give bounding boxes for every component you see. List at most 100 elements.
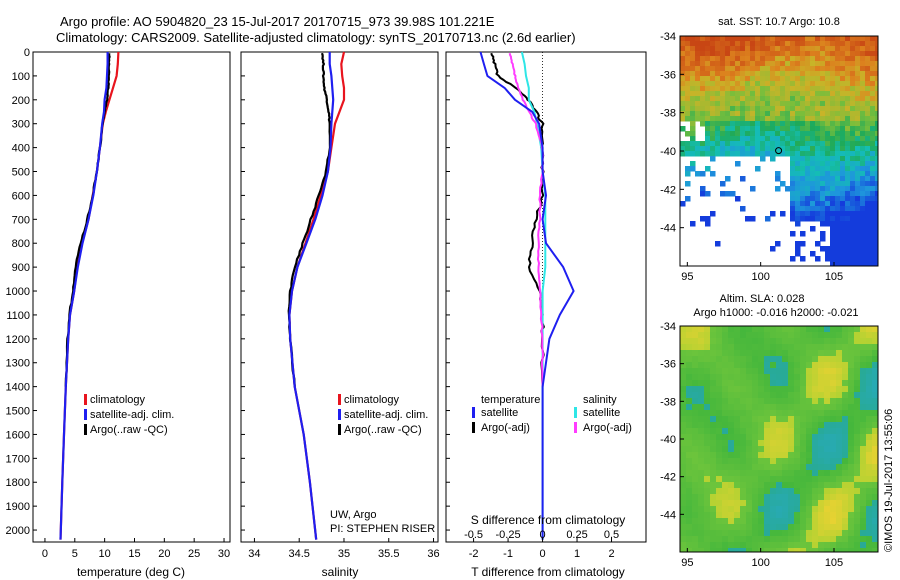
sla-cell <box>722 512 729 519</box>
sla-cell <box>776 476 783 483</box>
sst-cell <box>845 226 851 232</box>
y-tick-label: 700 <box>12 214 30 226</box>
sst-cell <box>810 196 816 202</box>
sla-cell <box>842 338 849 345</box>
sst-cell <box>810 206 816 212</box>
sst-cell <box>780 116 786 122</box>
sla-cell <box>788 350 795 357</box>
sst-cell <box>735 86 741 92</box>
sst-cell <box>775 171 781 177</box>
sst-cell <box>745 151 751 157</box>
sst-cell <box>680 71 686 77</box>
sla-cell <box>734 410 741 417</box>
sst-cell <box>825 36 831 42</box>
sst-cell <box>750 116 756 122</box>
sst-cell <box>825 211 831 217</box>
sla-cell <box>800 380 807 387</box>
sst-cell <box>860 206 866 212</box>
sla-cell <box>728 548 735 552</box>
sla-cell <box>872 386 878 393</box>
sla-cell <box>716 542 723 549</box>
sst-cell <box>800 256 806 262</box>
sla-cell <box>764 428 771 435</box>
sst-cell <box>705 141 711 147</box>
sst-cell <box>720 141 726 147</box>
sst-cell <box>735 36 741 42</box>
sst-cell <box>855 131 861 137</box>
difference-xlabel: T difference from climatology <box>471 565 625 579</box>
sst-cell <box>795 76 801 82</box>
sst-cell <box>680 91 686 97</box>
sla-cell <box>788 338 795 345</box>
sla-cell <box>782 434 789 441</box>
sla-cell <box>872 470 878 477</box>
sst-cell <box>755 141 761 147</box>
sst-cell <box>690 126 696 132</box>
sst-cell <box>760 86 766 92</box>
sst-cell <box>835 111 841 117</box>
sst-cell <box>685 141 691 147</box>
sst-cell <box>870 186 876 192</box>
y-tick-label: -40 <box>660 146 676 158</box>
sst-cell <box>785 126 791 132</box>
sst-cell <box>745 51 751 57</box>
sla-cell <box>806 422 813 429</box>
sla-cell <box>716 470 723 477</box>
sst-cell <box>710 46 716 52</box>
sla-cell <box>770 428 777 435</box>
sla-cell <box>854 338 861 345</box>
sst-cell <box>780 126 786 132</box>
sla-cell <box>710 458 717 465</box>
sst-cell <box>875 131 878 137</box>
sst-cell <box>820 211 826 217</box>
sst-cell <box>840 61 846 67</box>
sst-cell <box>735 106 741 112</box>
sst-cell <box>725 76 731 82</box>
sst-cell <box>790 141 796 147</box>
sla-cell <box>764 326 771 333</box>
sst-cell <box>735 66 741 72</box>
sst-cell <box>865 201 871 207</box>
sla-cell <box>752 362 759 369</box>
sla-cell <box>692 416 699 423</box>
sst-cell <box>760 61 766 67</box>
sla-cell <box>806 374 813 381</box>
sst-cell <box>840 166 846 172</box>
sla-cell <box>818 452 825 459</box>
sla-cell <box>758 386 765 393</box>
sst-cell <box>800 216 806 222</box>
sla-cell <box>686 512 693 519</box>
sst-cell <box>845 246 851 252</box>
sst-cell <box>860 141 866 147</box>
sst-cell <box>855 226 861 232</box>
sla-cell <box>710 386 717 393</box>
sst-cell <box>870 261 876 266</box>
sla-cell <box>824 548 831 552</box>
sst-cell <box>780 91 786 97</box>
sla-cell <box>854 512 861 519</box>
sla-cell <box>782 470 789 477</box>
sla-cell <box>788 488 795 495</box>
sst-cell <box>770 106 776 112</box>
sla-cell <box>806 500 813 507</box>
sst-cell <box>810 131 816 137</box>
sla-cell <box>824 470 831 477</box>
sst-cell <box>855 251 861 257</box>
sst-cell <box>835 211 841 217</box>
sla-cell <box>860 530 867 537</box>
sla-cell <box>788 332 795 339</box>
sst-cell <box>840 46 846 52</box>
sla-cell <box>854 404 861 411</box>
sst-cell <box>830 51 836 57</box>
sst-cell <box>730 151 736 157</box>
sst-cell <box>820 206 826 212</box>
sla-cell <box>722 380 729 387</box>
sst-cell <box>820 41 826 47</box>
sst-cell <box>685 101 691 107</box>
sla-cell <box>848 530 855 537</box>
sla-cell <box>806 398 813 405</box>
sla-cell <box>734 452 741 459</box>
sst-cell <box>805 201 811 207</box>
x-tick-label: 10 <box>99 548 111 560</box>
sst-cell <box>690 96 696 102</box>
